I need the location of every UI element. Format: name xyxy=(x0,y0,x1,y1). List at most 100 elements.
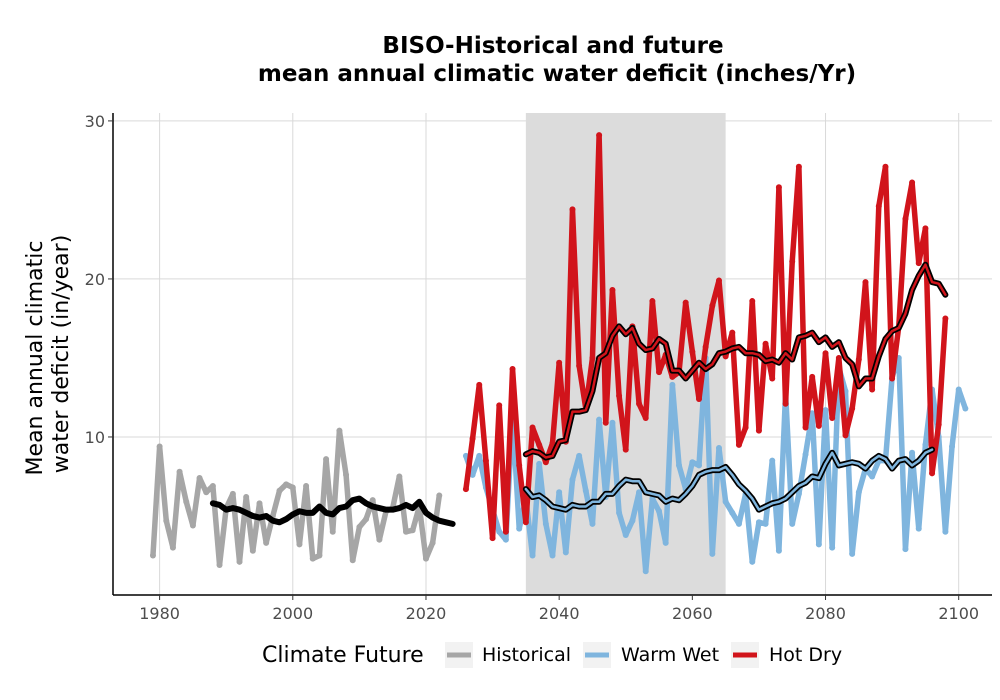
axes xyxy=(108,113,992,600)
data-point-warm-wet xyxy=(616,509,623,516)
data-point-warm-wet xyxy=(922,441,929,448)
data-point-hot-dry xyxy=(789,258,796,265)
data-point-historical xyxy=(216,561,223,568)
data-point-hot-dry xyxy=(829,415,836,422)
data-point-warm-wet xyxy=(802,451,809,458)
y-tick-label-10: 10 xyxy=(85,428,105,447)
data-point-hot-dry xyxy=(749,298,756,305)
x-tick-label-2060: 2060 xyxy=(672,604,713,623)
data-point-historical xyxy=(183,498,190,505)
data-point-hot-dry xyxy=(795,163,802,170)
chart-subtitle: mean annual climatic water deficit (inch… xyxy=(258,61,856,87)
data-point-historical xyxy=(356,524,363,531)
data-point-warm-wet xyxy=(729,509,736,516)
data-point-historical xyxy=(336,427,343,434)
data-point-hot-dry xyxy=(602,419,609,426)
data-point-historical xyxy=(303,482,310,489)
y-tick-label-30: 30 xyxy=(85,112,105,131)
data-point-hot-dry xyxy=(849,405,856,412)
data-point-warm-wet xyxy=(629,517,636,524)
x-tick-label-2040: 2040 xyxy=(539,604,580,623)
data-point-hot-dry xyxy=(902,215,909,222)
data-point-historical xyxy=(396,473,403,480)
data-point-historical xyxy=(243,494,250,501)
data-point-warm-wet xyxy=(502,536,509,543)
data-point-historical xyxy=(156,443,163,450)
data-point-historical xyxy=(256,500,263,507)
data-point-historical xyxy=(149,552,156,559)
data-point-historical xyxy=(323,456,330,463)
data-point-hot-dry xyxy=(516,462,523,469)
data-point-hot-dry xyxy=(802,424,809,431)
data-point-hot-dry xyxy=(502,528,509,535)
trend-line-hot-dry xyxy=(524,263,947,459)
data-point-warm-wet xyxy=(955,386,962,393)
data-point-historical xyxy=(263,539,270,546)
y-axis-title-line1: Mean annual climatic xyxy=(23,241,48,476)
data-point-hot-dry xyxy=(729,329,736,336)
data-point-warm-wet xyxy=(469,471,476,478)
data-point-warm-wet xyxy=(689,459,696,466)
y-axis-title-line2: water deficit (in/year) xyxy=(49,235,74,474)
data-point-hot-dry xyxy=(862,279,869,286)
data-point-warm-wet xyxy=(715,445,722,452)
data-point-hot-dry xyxy=(835,354,842,361)
data-point-warm-wet xyxy=(809,410,816,417)
data-point-hot-dry xyxy=(609,286,616,293)
data-point-hot-dry xyxy=(616,392,623,399)
y-tick-label-20: 20 xyxy=(85,270,105,289)
data-point-warm-wet xyxy=(636,489,643,496)
data-point-hot-dry xyxy=(696,396,702,403)
data-point-hot-dry xyxy=(755,427,762,434)
data-point-warm-wet xyxy=(656,508,663,515)
data-point-hot-dry xyxy=(869,386,876,393)
data-point-historical xyxy=(329,528,336,535)
data-point-historical xyxy=(316,552,323,559)
data-point-warm-wet xyxy=(696,462,702,469)
data-point-warm-wet xyxy=(596,416,603,423)
data-point-hot-dry xyxy=(536,441,543,448)
data-point-warm-wet xyxy=(582,487,589,494)
data-point-historical xyxy=(436,492,443,499)
data-point-hot-dry xyxy=(775,184,782,191)
data-point-hot-dry xyxy=(889,375,896,382)
data-point-historical xyxy=(309,555,316,562)
trend-line-historical xyxy=(211,497,454,525)
data-point-warm-wet xyxy=(589,520,596,527)
data-point-hot-dry xyxy=(542,459,549,466)
data-point-hot-dry xyxy=(476,381,483,388)
data-point-warm-wet xyxy=(755,519,762,526)
data-point-historical xyxy=(209,482,216,489)
data-point-historical xyxy=(189,522,196,529)
data-point-warm-wet xyxy=(762,520,769,527)
data-point-warm-wet xyxy=(622,531,629,538)
x-tick-label-2080: 2080 xyxy=(805,604,846,623)
data-point-warm-wet xyxy=(749,558,756,565)
data-point-warm-wet xyxy=(562,549,569,556)
data-point-warm-wet xyxy=(849,550,856,557)
legend: Climate Future Historical Warm Wet Hot D… xyxy=(262,642,842,668)
data-point-hot-dry xyxy=(782,400,789,407)
legend-label-hot-dry: Hot Dry xyxy=(769,644,842,666)
data-point-historical xyxy=(249,547,256,554)
data-point-warm-wet xyxy=(676,462,683,469)
x-tick-label-1980: 1980 xyxy=(139,604,180,623)
data-point-hot-dry xyxy=(649,298,656,305)
x-tick-label-2020: 2020 xyxy=(406,604,447,623)
series-layer xyxy=(149,132,969,575)
data-point-hot-dry xyxy=(636,400,643,407)
data-point-hot-dry xyxy=(735,441,742,448)
data-point-hot-dry xyxy=(875,203,882,210)
data-point-historical xyxy=(203,489,210,496)
data-point-hot-dry xyxy=(576,362,583,369)
data-point-warm-wet xyxy=(542,520,549,527)
data-point-historical xyxy=(163,517,170,524)
data-point-warm-wet xyxy=(822,407,829,414)
data-point-historical xyxy=(369,497,376,504)
data-point-hot-dry xyxy=(549,440,556,447)
data-point-historical xyxy=(376,536,383,543)
data-point-hot-dry xyxy=(556,359,563,366)
data-point-warm-wet xyxy=(949,443,956,450)
data-point-warm-wet xyxy=(609,419,616,426)
